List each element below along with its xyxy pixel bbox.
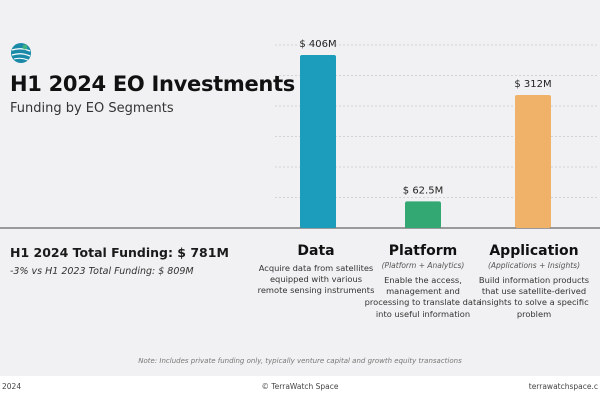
segment-description: Build information products that use sate… — [478, 275, 590, 319]
footer-bar: 2024 © TerraWatch Space terrawatchspace.… — [0, 376, 600, 400]
segment-description: Acquire data from satellites equipped wi… — [257, 263, 375, 296]
segment-application: Application (Applications + Insights) Bu… — [474, 242, 594, 320]
footnote: Note: Includes private funding only, typ… — [138, 357, 462, 365]
bar-value-label: $ 406M — [299, 39, 336, 50]
bar-value-label: $ 62.5M — [403, 185, 443, 196]
segment-data: Data Acquire data from satellites equipp… — [256, 242, 376, 297]
footer-copyright: © TerraWatch Space — [261, 382, 339, 391]
bar-application — [515, 95, 551, 228]
segment-name: Data — [297, 243, 335, 259]
segment-subtitle: (Applications + Insights) — [487, 261, 581, 270]
segment-subtitle: (Platform + Analytics) — [381, 261, 465, 270]
page-title: H1 2024 EO Investments — [10, 72, 296, 96]
terrawatch-globe-icon — [11, 43, 31, 63]
bar-value-label: $ 312M — [514, 79, 551, 90]
comparison-text: -3% vs H1 2023 Total Funding: $ 809M — [10, 266, 194, 277]
footer-website[interactable]: terrawatchspace.c — [528, 382, 598, 391]
footer-year: 2024 — [2, 382, 22, 391]
bar-platform — [405, 201, 441, 228]
segment-name: Platform — [388, 243, 458, 259]
segment-description: Enable the access, management and proces… — [364, 275, 482, 319]
segment-platform: Platform (Platform + Analytics) Enable t… — [363, 242, 483, 320]
total-funding-text: H1 2024 Total Funding: $ 781M — [10, 245, 229, 260]
page-subtitle: Funding by EO Segments — [10, 101, 174, 116]
bar-data — [300, 55, 336, 228]
segment-name: Application — [489, 243, 579, 259]
